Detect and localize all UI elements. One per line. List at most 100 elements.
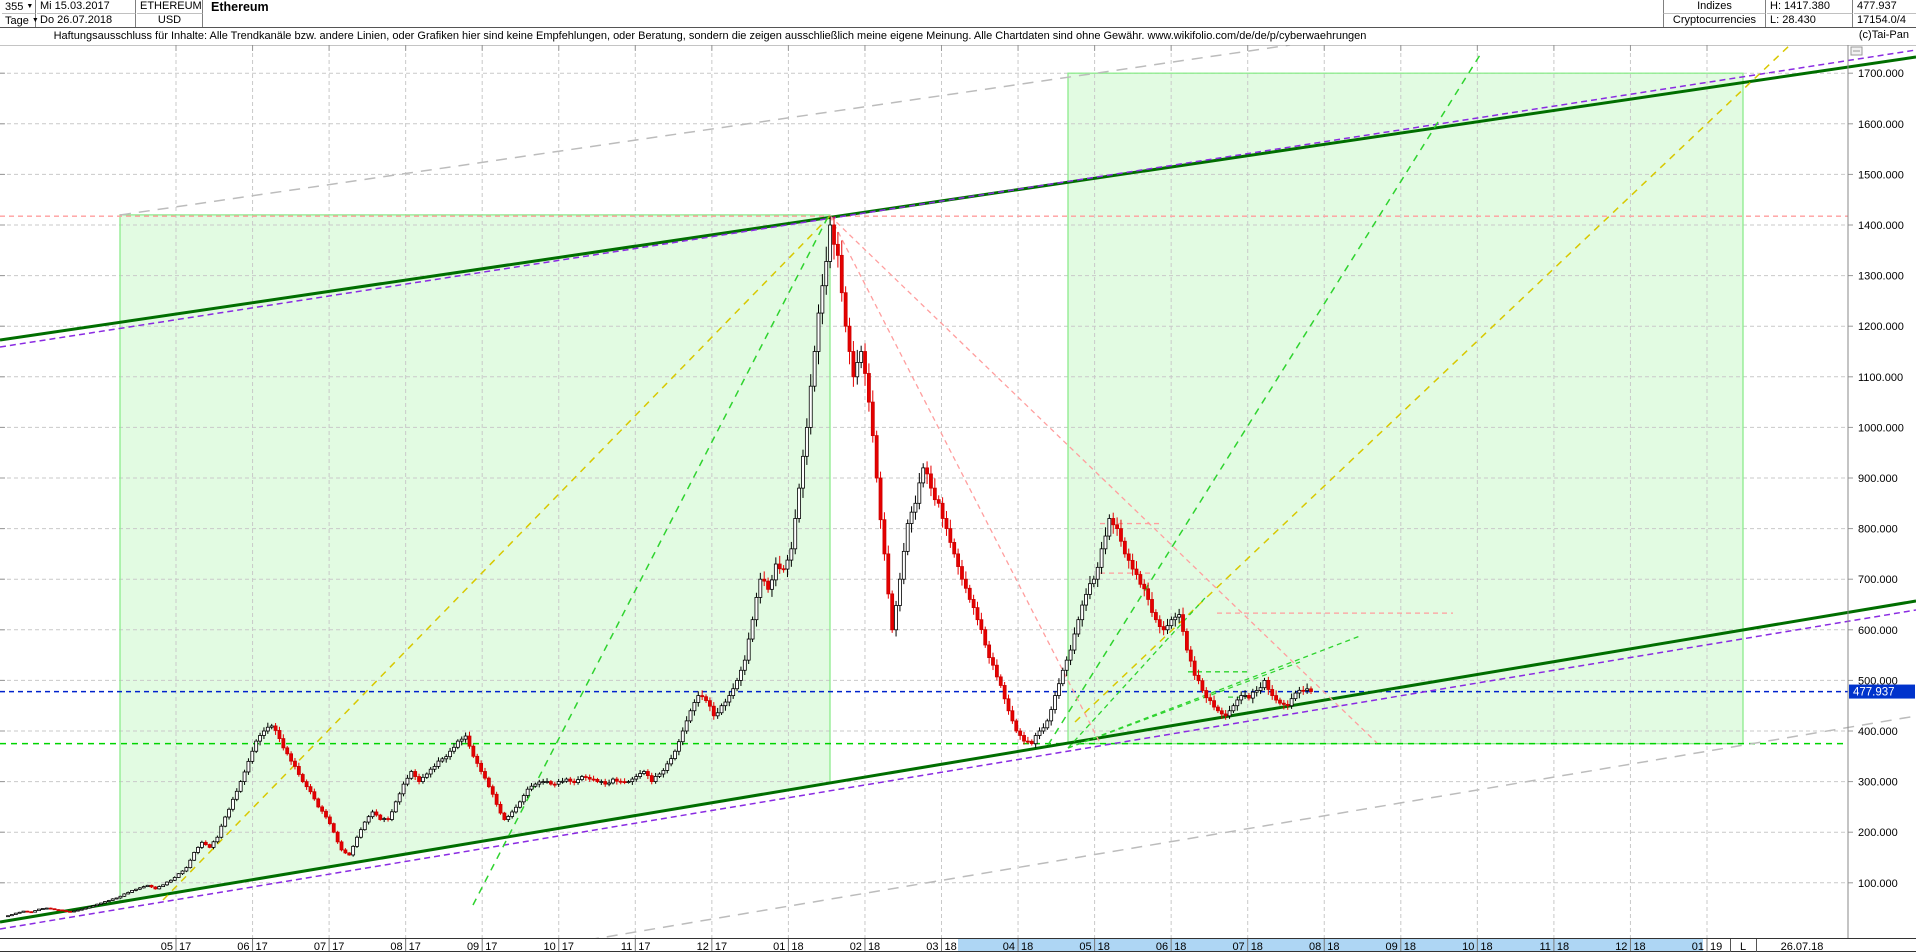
lower-channel-parallel [0, 609, 1916, 930]
candle-up [130, 889, 134, 893]
candle-up [269, 725, 274, 728]
candle-down [304, 781, 309, 788]
candle-up [746, 638, 751, 661]
candle-up [1169, 619, 1174, 627]
candle-down [502, 812, 507, 820]
candle-up [444, 756, 449, 760]
candle-up [1289, 698, 1294, 707]
x-axis-highlight-range[interactable] [958, 939, 1703, 952]
candle-up [192, 852, 197, 861]
candle-down [1274, 695, 1278, 701]
candle-down [874, 435, 879, 479]
candle-up [106, 900, 111, 902]
candle-up [161, 884, 166, 887]
candle-up [262, 730, 266, 736]
candle-up [87, 906, 92, 909]
candle-up [355, 836, 359, 847]
candle-down [994, 664, 999, 678]
candle-down [890, 593, 895, 631]
candle-up [397, 793, 402, 803]
y-axis-label: 200.000 [1858, 827, 1898, 839]
uptrend-lime-2018 [1047, 54, 1481, 746]
candle-up [537, 781, 542, 785]
candle-up [731, 688, 736, 696]
candle-down [960, 566, 964, 580]
candle-up [1103, 535, 1108, 550]
candle-up [808, 385, 813, 428]
candle-up [642, 771, 646, 774]
last-date-label: 26.07.18 [1781, 941, 1824, 952]
candle-down [863, 351, 867, 374]
candle-up [141, 886, 146, 889]
candle-up [390, 811, 394, 820]
candle-up [599, 781, 604, 783]
candle-down [552, 783, 557, 786]
y-axis-label: 800.000 [1858, 524, 1898, 536]
candle-up [564, 778, 569, 782]
lime-ray-3 [1067, 597, 1206, 749]
candle-up [382, 818, 387, 820]
candle-down [479, 762, 484, 772]
candle-down [700, 695, 705, 698]
period-count-value: 355 [5, 1, 24, 13]
downtrend-pink-1 [829, 215, 1101, 744]
candle-up [1053, 695, 1057, 710]
candle-up [99, 902, 103, 905]
upper-channel-parallel [0, 49, 1916, 348]
candle-down [386, 818, 390, 820]
y-axis-label: 300.000 [1858, 777, 1898, 789]
candle-up [1227, 710, 1232, 717]
category-indizes[interactable]: Indizes [1663, 0, 1766, 14]
candle-up [506, 816, 511, 820]
candle-up [816, 312, 821, 352]
candle-down [595, 779, 600, 783]
candle-up [793, 518, 798, 550]
candle-up [215, 836, 220, 843]
candle-up [95, 903, 100, 906]
candle-down [1157, 619, 1162, 627]
candle-down [1119, 528, 1123, 542]
candle-down [483, 771, 487, 779]
candle-down [851, 351, 856, 378]
candle-up [661, 770, 666, 775]
candle-up [521, 795, 526, 803]
period-count-dropdown[interactable]: 355 ▼ [2, 0, 36, 14]
header-divider [0, 27, 1916, 28]
x-axis-label-year: 17 [485, 941, 497, 952]
candle-down [1200, 680, 1205, 691]
candle-up [234, 790, 239, 800]
x-axis-label-month: 12 [697, 941, 709, 952]
candle-down [1122, 540, 1127, 555]
x-axis-label-month: 06 [237, 941, 249, 952]
candle-up [1305, 688, 1310, 691]
candle-down [952, 542, 957, 555]
candle-down [925, 467, 929, 475]
x-axis-label-year: 18 [1404, 941, 1416, 952]
candle-up [533, 783, 538, 787]
candle-down [1014, 720, 1019, 732]
x-axis-label-year: 17 [332, 941, 344, 952]
candle-up [657, 773, 662, 777]
timeframe-dropdown[interactable]: Tage ▼ [2, 14, 39, 28]
candle-up [21, 910, 26, 913]
candle-down [583, 776, 588, 778]
candle-down [1153, 612, 1158, 621]
candle-down [52, 908, 57, 911]
candle-up [556, 781, 561, 785]
candle-up [1177, 614, 1182, 618]
candle-up [370, 811, 375, 818]
y-axis-label: 1700.000 [1858, 68, 1904, 80]
chevron-down-icon: ▼ [26, 3, 34, 10]
category-cryptocurrencies[interactable]: Cryptocurrencies [1663, 14, 1766, 28]
candle-up [238, 781, 243, 792]
candle-down [1181, 614, 1185, 632]
candle-down [312, 791, 317, 800]
candle-down [1219, 710, 1224, 715]
candle-up [812, 351, 817, 387]
candle-down [1134, 568, 1139, 575]
downtrend-pink-2 [829, 215, 1378, 744]
y-axis-label: 1400.000 [1858, 220, 1904, 232]
candle-up [405, 777, 410, 785]
candle-down [308, 786, 313, 793]
